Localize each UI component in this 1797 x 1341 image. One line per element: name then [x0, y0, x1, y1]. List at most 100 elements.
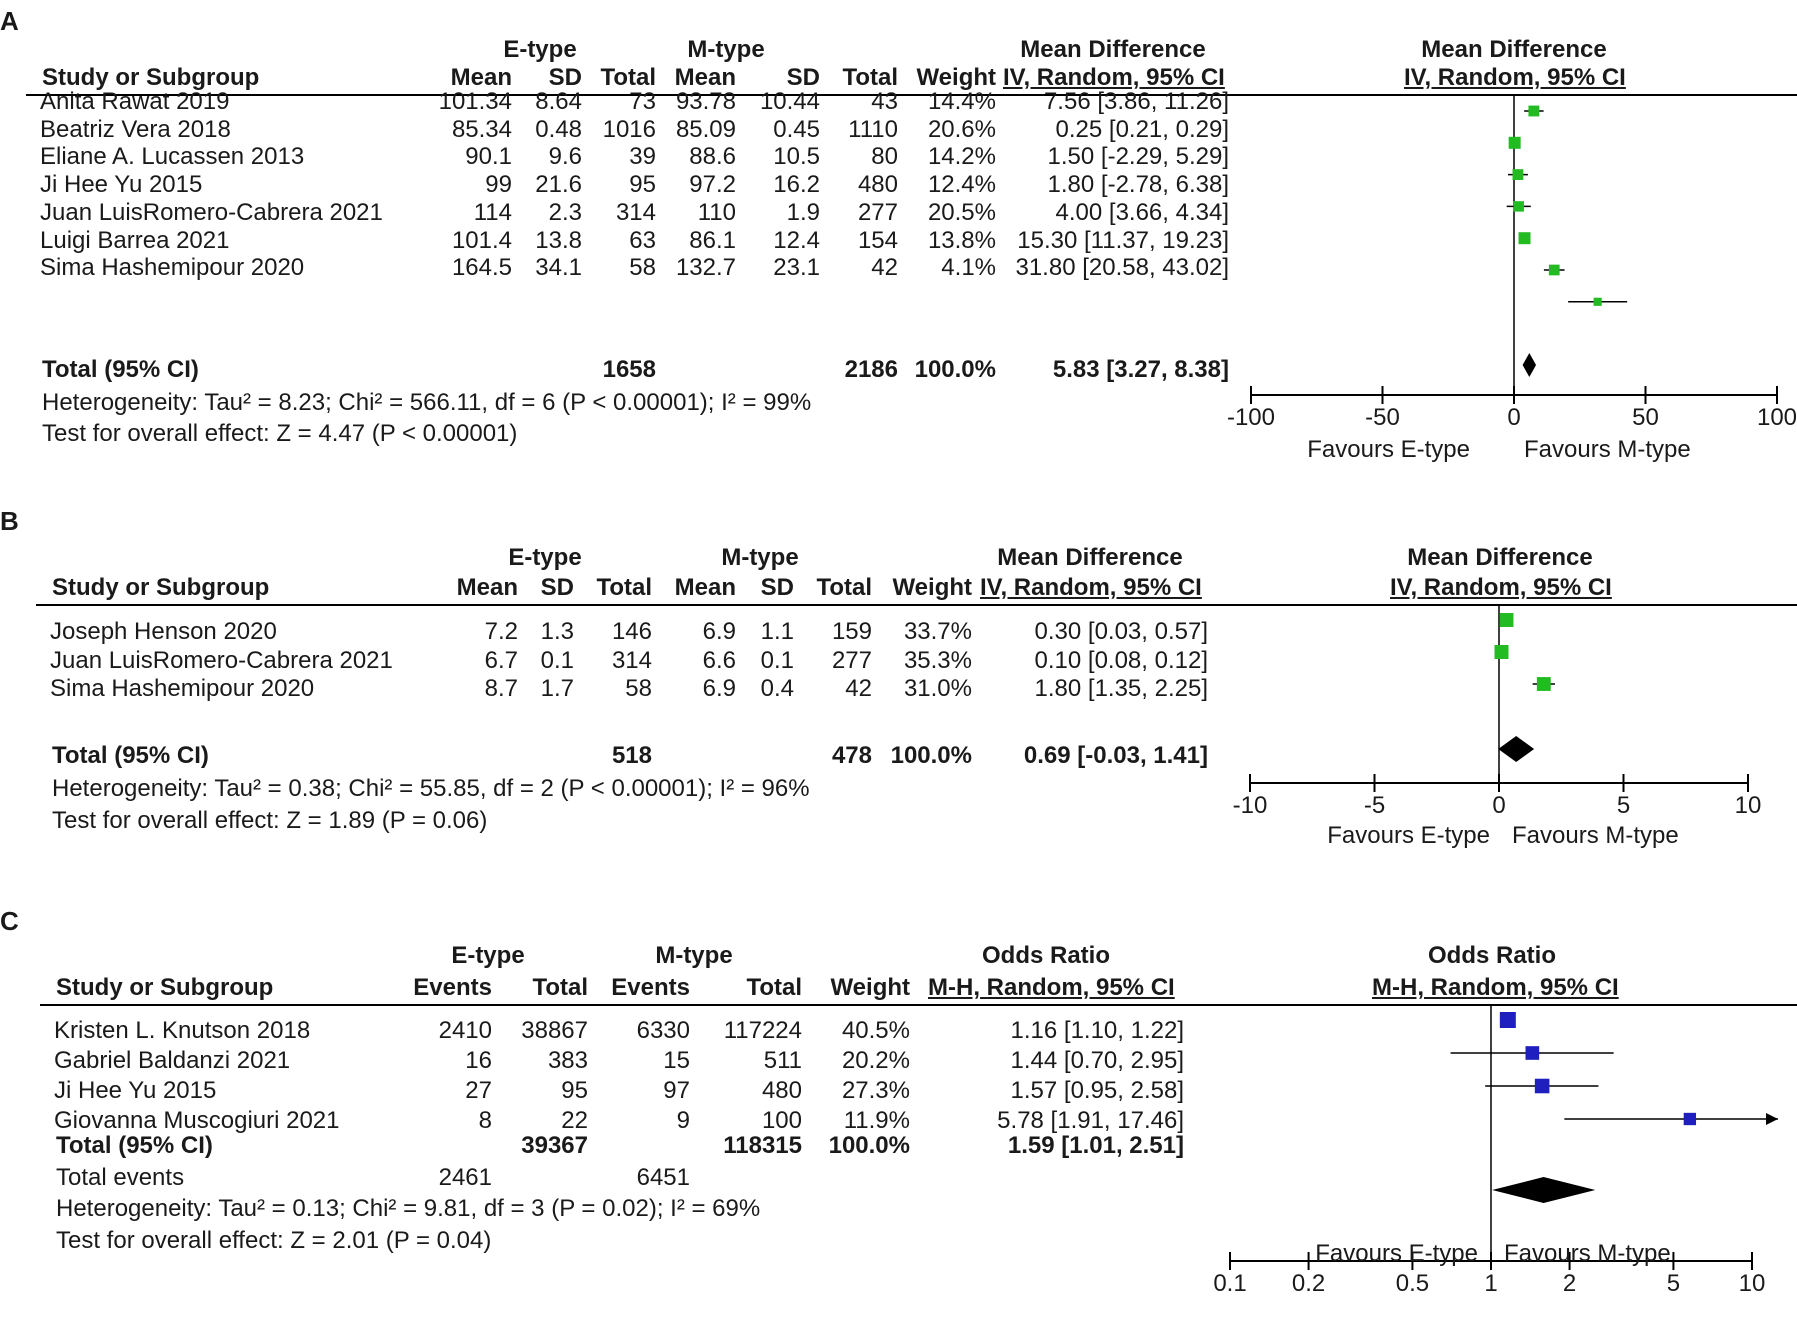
total-weight: 100.0% — [828, 1132, 910, 1159]
mean-mtype: 85.09 — [675, 115, 736, 143]
point-estimate — [1548, 264, 1560, 276]
sd-etype: 0.48 — [535, 115, 582, 143]
study-name: Juan LuisRomero-Cabrera 2021 — [50, 646, 393, 674]
x-tick-label: 0 — [1492, 792, 1505, 819]
col-weight: Weight — [892, 574, 972, 601]
sd-mtype: 10.5 — [773, 143, 820, 171]
total-events-label: Total events — [56, 1164, 185, 1191]
mean-etype: 7.2 — [484, 618, 518, 645]
total-mtype: 42 — [845, 675, 872, 702]
mean-etype: 8.7 — [484, 675, 518, 702]
events-mtype: 97 — [663, 1077, 690, 1104]
mean-etype: 85.34 — [451, 115, 512, 143]
favours-right: Favours M-type — [1504, 1240, 1671, 1267]
total-weight: 100.0% — [914, 356, 996, 383]
mean-mtype: 6.6 — [702, 646, 736, 674]
weight: 27.3% — [841, 1077, 910, 1104]
sd-mtype: 1.1 — [760, 618, 794, 645]
col-weight: Weight — [830, 974, 910, 1001]
mean-etype: 101.4 — [451, 226, 512, 254]
plot-effect-header: Mean Difference — [1407, 544, 1593, 571]
odds-ratio-ci: 5.78 [1.91, 17.46] — [997, 1107, 1184, 1134]
plot-effect-header: Mean Difference — [1421, 36, 1607, 63]
sd-etype: 9.6 — [548, 143, 582, 171]
point-estimate — [1518, 232, 1531, 245]
header-rule — [36, 604, 1797, 606]
total-mtype: 511 — [763, 1047, 802, 1074]
x-tick-label: -50 — [1365, 404, 1400, 431]
total-mtype: 1110 — [848, 115, 898, 143]
col-events2: Events — [611, 974, 690, 1001]
x-tick-label: 2 — [1563, 1270, 1576, 1297]
mean-difference-ci: 0.25 [0.21, 0.29] — [1055, 115, 1229, 143]
total-etype: 58 — [629, 254, 656, 282]
heterogeneity: Heterogeneity: Tau² = 0.13; Chi² = 9.81,… — [56, 1195, 761, 1222]
header-rule — [40, 1004, 1797, 1006]
mean-mtype: 93.78 — [675, 88, 736, 115]
x-tick-label: 100 — [1757, 404, 1797, 431]
total-n2: 118315 — [723, 1132, 802, 1159]
col-total1: Total — [596, 574, 652, 601]
favours-left: Favours E-type — [1315, 1240, 1478, 1267]
mean-etype: 114 — [473, 198, 512, 226]
total-label: Total (95% CI) — [52, 742, 209, 769]
col-method: M-H, Random, 95% CI — [928, 974, 1175, 1001]
weight: 20.2% — [841, 1047, 910, 1074]
point-estimate — [1536, 677, 1551, 691]
favours-left: Favours E-type — [1307, 436, 1470, 463]
heterogeneity: Heterogeneity: Tau² = 8.23; Chi² = 566.1… — [42, 389, 812, 416]
study-name: Beatriz Vera 2018 — [40, 115, 231, 143]
col-method: IV, Random, 95% CI — [1003, 64, 1225, 91]
col-sd1: SD — [540, 574, 574, 601]
total-etype: 383 — [547, 1047, 588, 1074]
sd-etype: 8.64 — [535, 88, 582, 115]
study-name: Eliane A. Lucassen 2013 — [40, 143, 305, 171]
total-n2: 478 — [831, 742, 872, 769]
overall-effect: Test for overall effect: Z = 1.89 (P = 0… — [52, 807, 488, 834]
total-n1: 39367 — [521, 1132, 588, 1159]
plot-method: IV, Random, 95% CI — [1404, 64, 1626, 91]
col-total2: Total — [746, 974, 802, 1001]
group1-header: E-type — [503, 36, 577, 63]
total-mtype: 480 — [761, 1077, 802, 1104]
group1-header: E-type — [508, 544, 582, 571]
total-mtype: 80 — [871, 143, 898, 171]
col-sd2: SD — [760, 574, 794, 601]
study-name: Ji Hee Yu 2015 — [54, 1077, 217, 1104]
weight: 20.6% — [927, 115, 996, 143]
weight: 14.2% — [927, 143, 996, 171]
favours-right: Favours M-type — [1512, 822, 1679, 849]
col-mean2: Mean — [674, 574, 736, 601]
ci-arrow — [1766, 1113, 1778, 1125]
weight: 40.5% — [841, 1017, 910, 1044]
total-etype: 314 — [611, 646, 652, 674]
total-etype: 58 — [625, 675, 652, 702]
weight: 12.4% — [927, 171, 996, 199]
col-method: IV, Random, 95% CI — [980, 574, 1202, 601]
total-events-2: 6451 — [636, 1164, 690, 1191]
total-mtype: 117224 — [723, 1017, 802, 1044]
mean-difference-ci: 0.30 [0.03, 0.57] — [1034, 618, 1208, 645]
point-estimate — [1494, 645, 1509, 659]
total-etype: 63 — [629, 226, 656, 254]
col-weight: Weight — [916, 64, 996, 91]
col-study: Study or Subgroup — [52, 574, 270, 601]
group1-header: E-type — [451, 942, 525, 969]
x-tick-label: 50 — [1632, 404, 1659, 431]
sd-etype: 13.8 — [535, 226, 582, 254]
forest-plot-b: -10 -5 0 5 10 — [1233, 605, 1761, 819]
effect-header: Mean Difference — [1020, 36, 1206, 63]
sd-etype: 21.6 — [535, 171, 582, 199]
x-tick-label: -10 — [1233, 792, 1268, 819]
sd-etype: 1.7 — [540, 675, 574, 702]
plot-method: M-H, Random, 95% CI — [1372, 974, 1619, 1001]
total-mtype: 480 — [857, 171, 898, 199]
weight: 11.9% — [843, 1107, 910, 1134]
total-etype: 95 — [629, 171, 656, 199]
total-etype: 73 — [629, 88, 656, 115]
weight: 4.1% — [941, 254, 996, 282]
total-label: Total (95% CI) — [42, 356, 199, 383]
point-estimate — [1534, 1078, 1550, 1094]
total-etype: 38867 — [521, 1017, 588, 1044]
weight: 14.4% — [927, 88, 996, 115]
